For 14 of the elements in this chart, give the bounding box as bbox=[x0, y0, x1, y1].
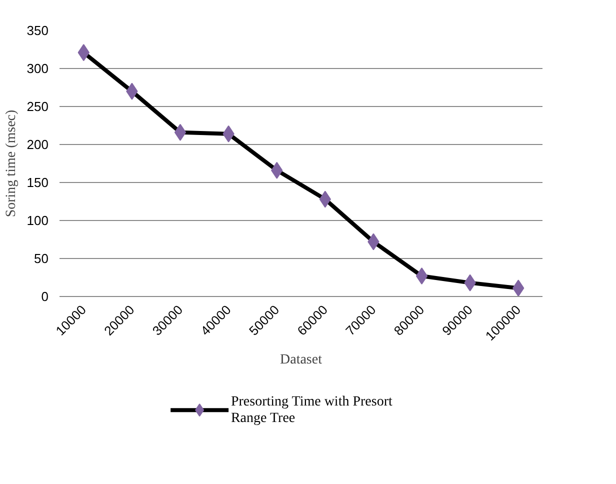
point bbox=[512, 280, 524, 296]
y-tick-label: 50 bbox=[34, 251, 49, 266]
y-tick-label: 350 bbox=[26, 23, 49, 38]
legend-label: Presorting Time with Presort Range Tree bbox=[230, 394, 392, 426]
x-axis-title: Dataset bbox=[280, 352, 322, 368]
y-tick-label: 200 bbox=[26, 137, 49, 152]
y-tick-label: 150 bbox=[26, 175, 49, 190]
y-tick-label: 0 bbox=[41, 289, 49, 304]
y-tick-label: 250 bbox=[26, 99, 49, 114]
y-axis-title: Soring time (msec) bbox=[4, 110, 19, 218]
y-tick-label: 300 bbox=[26, 61, 49, 76]
y-tick-label: 100 bbox=[26, 213, 49, 228]
point bbox=[416, 267, 428, 284]
point bbox=[174, 124, 186, 141]
